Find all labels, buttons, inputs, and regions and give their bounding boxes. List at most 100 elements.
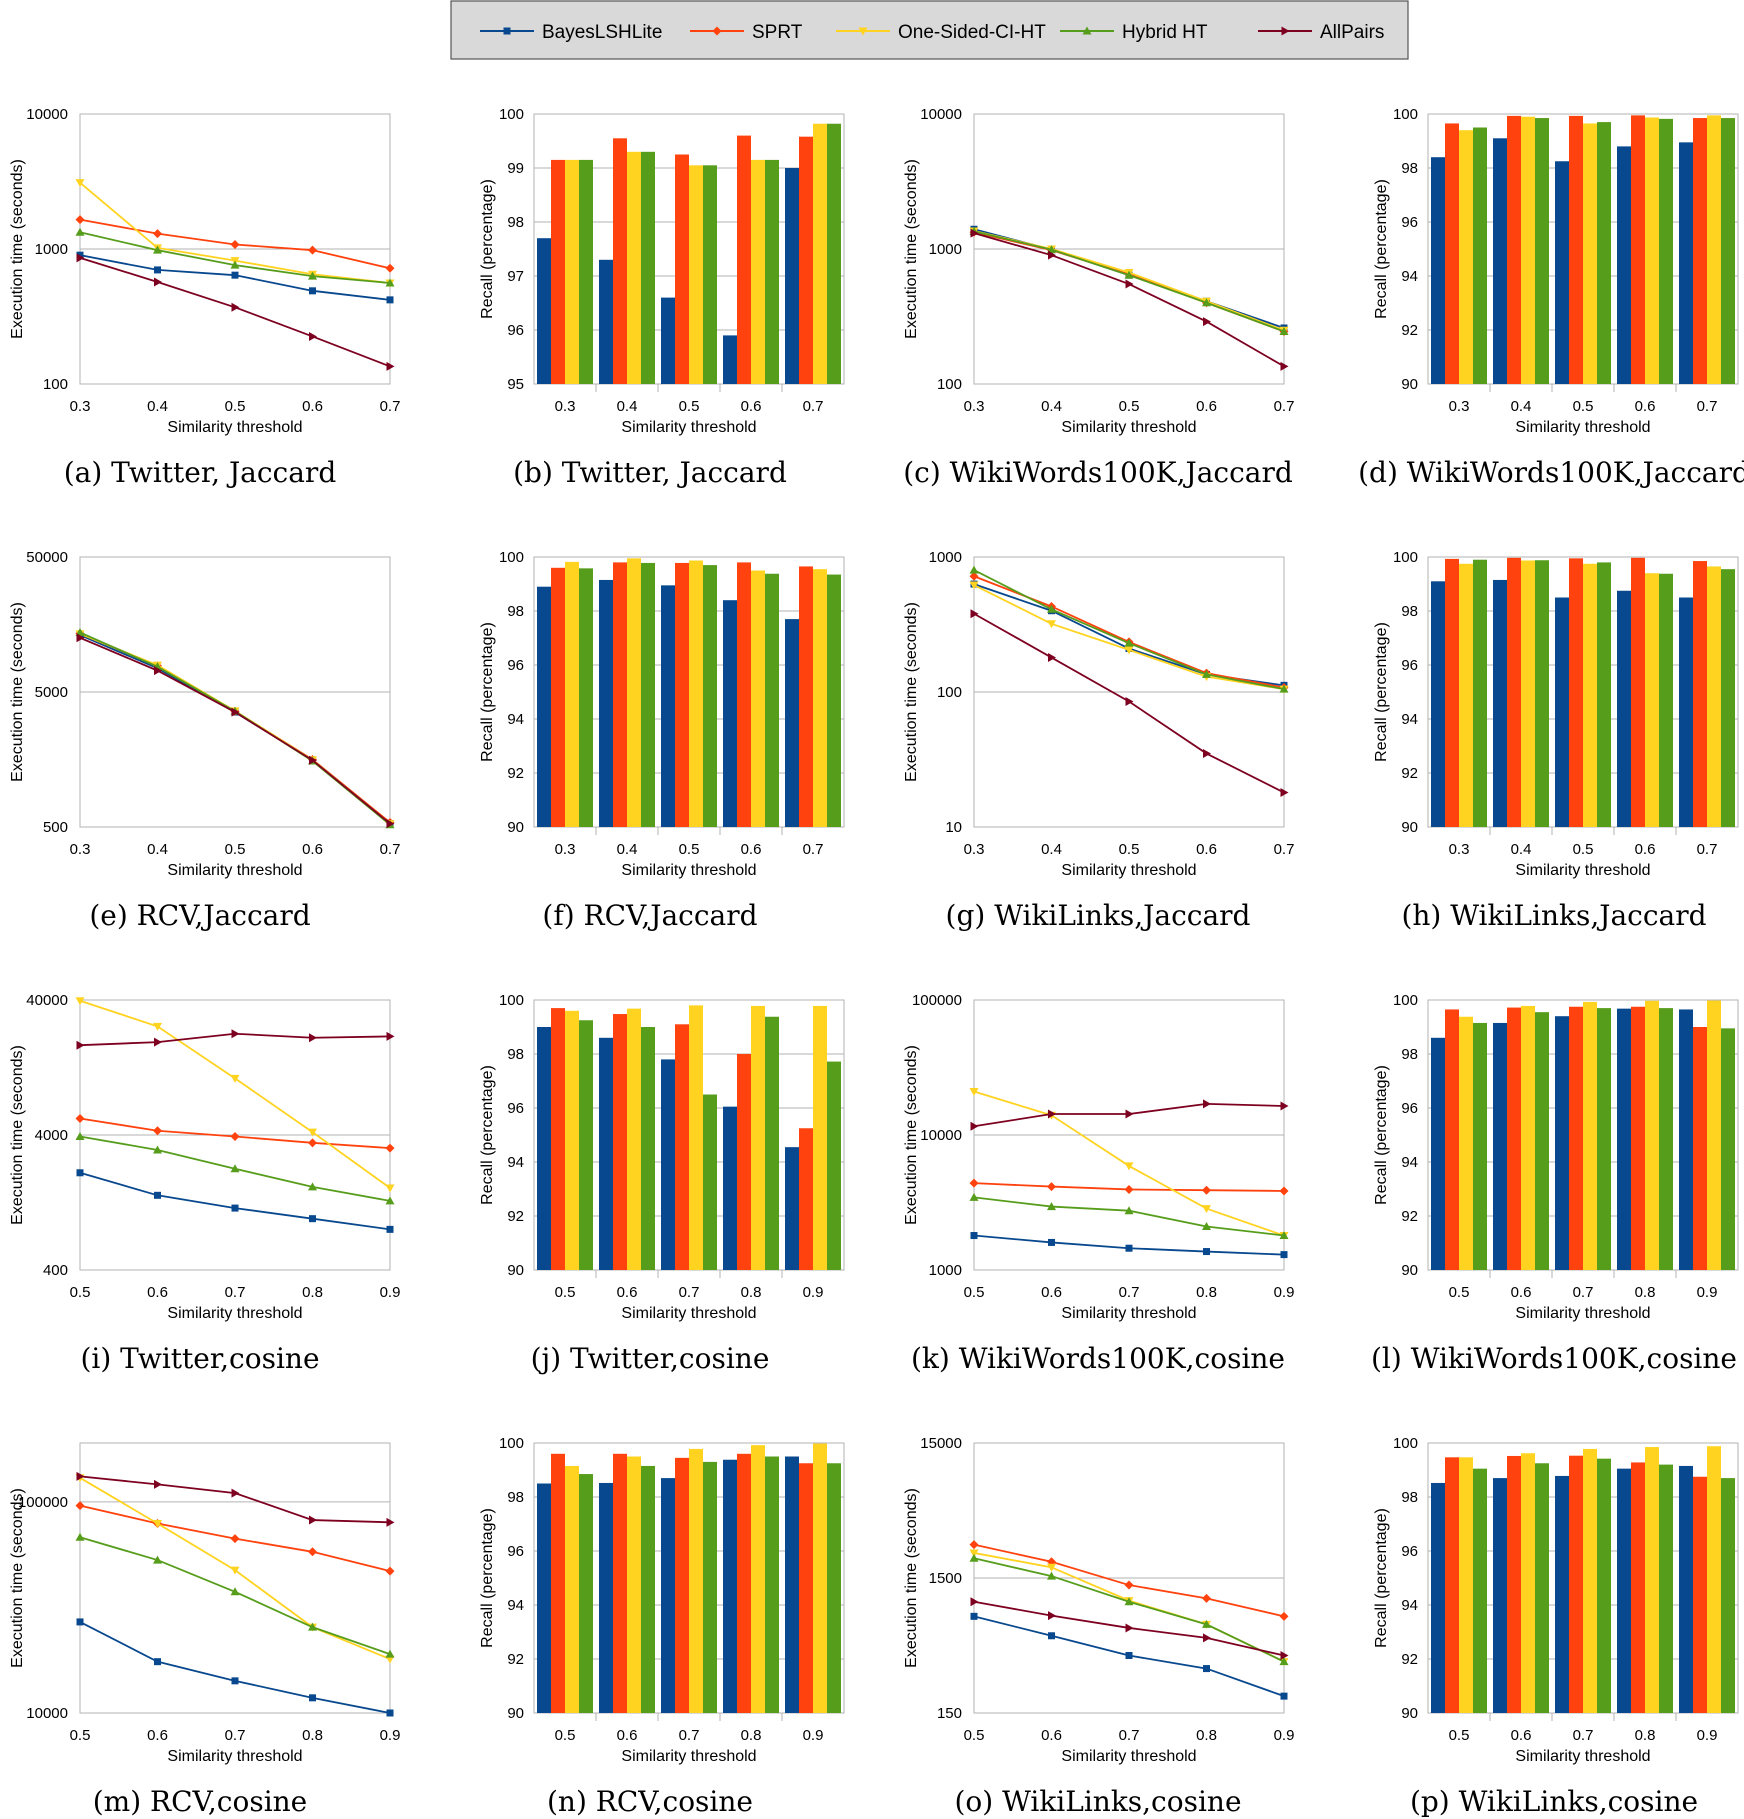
x-tick-label: 0.7 [1573, 1284, 1594, 1301]
series-one-sided-ci-ht [75, 997, 395, 1193]
x-tick-label: 0.5 [964, 1284, 985, 1301]
data-point [1125, 697, 1134, 707]
bar-bayeslshlite [537, 1483, 551, 1713]
y-tick-label: 100 [499, 106, 524, 123]
panel-caption: (g) WikiLinks,Jaccard [946, 899, 1251, 932]
panel-caption: (e) RCV,Jaccard [89, 899, 310, 932]
panel-caption: (o) WikiLinks,cosine [954, 1785, 1241, 1818]
y-axis-label: Recall (percentage) [1373, 1508, 1390, 1648]
bar-bayeslshlite [785, 619, 799, 827]
data-point [76, 253, 85, 263]
bar-hybrid-ht [579, 568, 593, 827]
data-point [386, 361, 395, 371]
x-tick-label: 0.3 [70, 398, 91, 415]
series-hybrid-ht [969, 226, 1289, 335]
y-tick-label: 50000 [26, 549, 68, 566]
series-line [79, 632, 391, 824]
data-point [309, 1033, 317, 1043]
x-tick-label: 0.7 [1119, 1727, 1140, 1744]
data-point [385, 278, 395, 287]
panel-caption: (p) WikiLinks,cosine [1410, 1785, 1698, 1818]
bar-bayeslshlite [599, 1037, 613, 1270]
data-point [309, 1515, 317, 1525]
bar-sprt [799, 136, 813, 384]
x-tick-label: 0.5 [679, 398, 700, 415]
data-point [309, 1694, 316, 1702]
series-line [973, 1543, 1285, 1618]
panel-caption: (d) WikiWords100K,Jaccard [1358, 456, 1744, 489]
bar-sprt [551, 1008, 565, 1270]
series-allpairs [76, 253, 395, 371]
y-tick-label: 40000 [26, 992, 68, 1009]
x-tick-label: 0.5 [964, 1727, 985, 1744]
y-tick-label: 98 [507, 1046, 524, 1063]
y-tick-label: 1000 [929, 1262, 962, 1279]
y-axis-label: Recall (percentage) [1373, 622, 1390, 762]
chart-panel: 95 96 97 98 99 100 0.3 0.4 0.5 0.6 0.7 Similarity t… [479, 106, 845, 489]
data-point [154, 1191, 161, 1199]
bar-sprt [613, 562, 627, 827]
data-point [1125, 1623, 1134, 1633]
x-tick-label: 0.4 [617, 398, 638, 415]
legend-label: BayesLSHLite [542, 22, 662, 43]
data-point [386, 296, 394, 304]
data-point [231, 1488, 240, 1498]
bar-sprt [1569, 558, 1583, 827]
y-tick-label: 92 [1401, 1208, 1418, 1225]
y-tick-label: 94 [507, 1597, 524, 1614]
bar-bayeslshlite [1555, 161, 1569, 384]
series-line [79, 636, 391, 825]
bar-sprt [1507, 1007, 1521, 1270]
chart-panel: 150 1500 15000 0.5 0.6 0.7 0.8 0.9 Similarity th… [903, 1435, 1294, 1818]
y-tick-label: 90 [1401, 376, 1418, 393]
series-line [973, 583, 1285, 687]
chart-panel: 1000 10000 100000 0.5 0.6 0.7 0.8 0.9 Similarity… [903, 992, 1294, 1375]
x-tick-label: 0.5 [679, 841, 700, 858]
x-axis-label: Similarity threshold [1515, 419, 1650, 436]
bar-one-sided-ci-ht [565, 1465, 579, 1713]
x-tick-label: 0.5 [225, 841, 246, 858]
bar-hybrid-ht [1473, 1468, 1487, 1713]
y-tick-label: 96 [507, 322, 524, 339]
bar-one-sided-ci-ht [1645, 1447, 1659, 1713]
panel-caption: (k) WikiWords100K,cosine [911, 1342, 1285, 1375]
x-tick-label: 0.8 [1635, 1284, 1656, 1301]
y-axis-label: Execution time (seconds) [9, 602, 26, 782]
x-axis-label: Similarity threshold [167, 862, 302, 879]
x-tick-label: 0.9 [803, 1727, 824, 1744]
chart-panel: 400 4000 40000 0.5 0.6 0.7 0.8 0.9 Similarity th… [9, 992, 400, 1375]
data-point [309, 331, 317, 341]
x-axis-label: Similarity threshold [1061, 862, 1196, 879]
x-tick-label: 0.7 [803, 398, 824, 415]
x-tick-label: 0.3 [964, 841, 985, 858]
bar-bayeslshlite [1431, 581, 1445, 827]
bar-bayeslshlite [537, 238, 551, 384]
series-line [79, 1171, 391, 1231]
panel-caption: (m) RCV,cosine [93, 1785, 308, 1818]
x-tick-label: 0.6 [147, 1284, 168, 1301]
panel-caption: (a) Twitter, Jaccard [64, 456, 337, 489]
data-point [385, 1143, 395, 1153]
data-point [1124, 1162, 1134, 1171]
y-tick-label: 100000 [18, 1494, 68, 1511]
data-point [1048, 653, 1056, 663]
series-sprt [75, 215, 395, 273]
series-allpairs [970, 1099, 1289, 1131]
x-tick-label: 0.6 [741, 398, 762, 415]
series-bayeslshlite [970, 1612, 1288, 1700]
data-point [1048, 1632, 1055, 1640]
legend-item: BayesLSHLite [480, 22, 662, 43]
data-point [309, 1215, 316, 1223]
bar-hybrid-ht [641, 1465, 655, 1713]
legend-marker [858, 27, 868, 36]
bar-hybrid-ht [1535, 1012, 1549, 1270]
data-point [308, 1138, 317, 1148]
bar-hybrid-ht [641, 151, 655, 384]
y-tick-label: 10 [945, 819, 962, 836]
y-axis-label: Execution time (seconds) [9, 1488, 26, 1668]
series-allpairs [76, 633, 395, 829]
data-point [153, 1145, 162, 1154]
y-tick-label: 92 [1401, 1651, 1418, 1668]
bar-hybrid-ht [1721, 1028, 1735, 1270]
y-tick-label: 94 [1401, 1154, 1418, 1171]
